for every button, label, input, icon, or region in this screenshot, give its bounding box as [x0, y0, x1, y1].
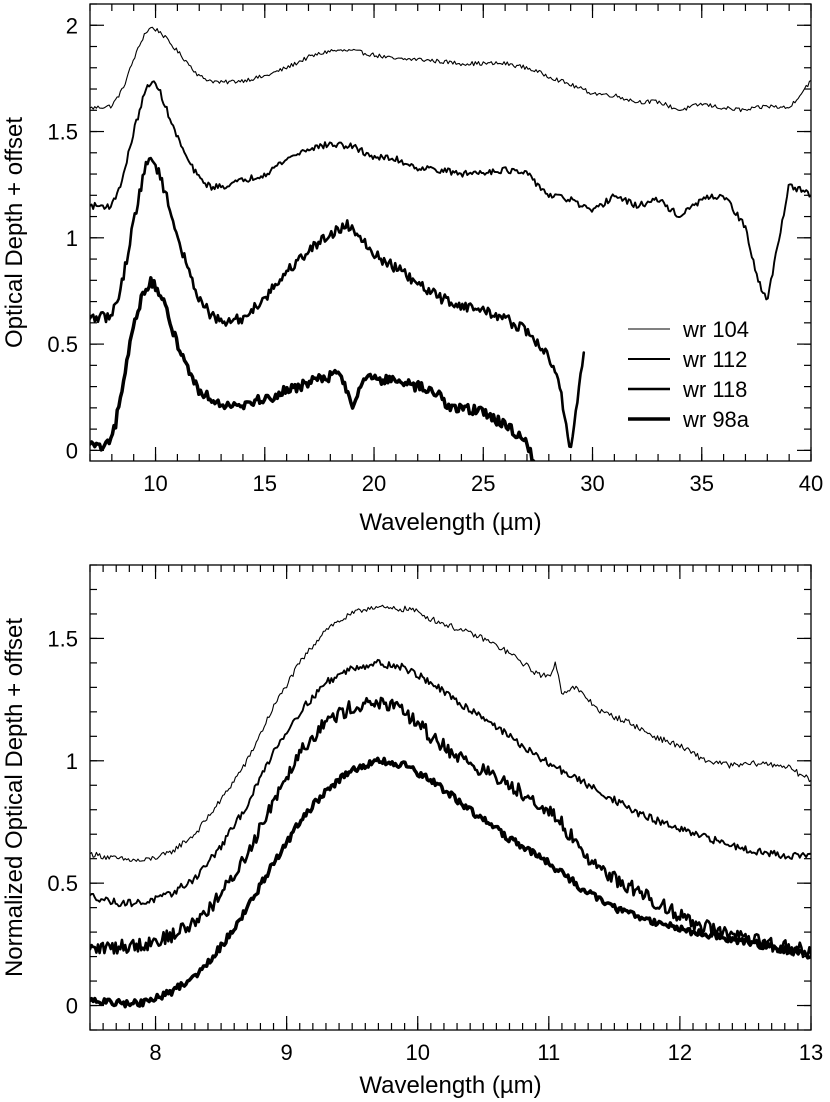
plot-frame: [89, 3, 812, 462]
y-tick-label: 1.5: [47, 120, 78, 145]
x-tick-label: 35: [690, 471, 714, 496]
chart-bottom: 8 9 10 11 12 13 0 0.5 1 1.5 Wavelength (µm) Normali…: [1, 564, 823, 1099]
legend: wr 104 wr 112 wr 118 wr 98a: [628, 317, 750, 432]
y-axis-label: Normalized Optical Depth + offset: [1, 618, 28, 977]
chart-top: 10 15 20 25 30 35 40 0 0.5 1 1.5 2 Wavelength (µm) Op…: [1, 3, 823, 536]
x-axis-label: Wavelength (µm): [359, 509, 541, 536]
series-line-wr-98a: [90, 756, 811, 1009]
legend-label-wr-112: wr 112: [682, 347, 747, 372]
x-tick-label: 40: [799, 471, 823, 496]
y-tick-label: 1: [66, 749, 78, 774]
legend-label-wr-98a: wr 98a: [682, 407, 750, 432]
series-line-wr-104: [90, 26, 811, 113]
x-tick-label: 25: [471, 471, 495, 496]
x-tick-label: 20: [362, 471, 386, 496]
series-line-wr-104: [90, 604, 811, 862]
x-tick-label: 10: [405, 1040, 429, 1065]
y-tick-label: 0: [66, 994, 78, 1019]
series-line-wr-112: [90, 80, 811, 301]
y-tick-label: 0: [66, 438, 78, 463]
x-tick-label: 9: [281, 1040, 293, 1065]
x-tick-label: 8: [149, 1040, 161, 1065]
y-axis-label: Optical Depth + offset: [1, 117, 28, 348]
x-tick-label: 10: [143, 471, 167, 496]
x-tick-label: 30: [580, 471, 604, 496]
x-axis-label: Wavelength (µm): [359, 1072, 541, 1099]
x-tick-label: 13: [799, 1040, 823, 1065]
legend-label-wr-104: wr 104: [682, 317, 749, 342]
series-line-wr-98a: [90, 276, 536, 461]
y-tick-label: 1.5: [47, 626, 78, 651]
series-group: [90, 604, 811, 1009]
x-tick-label: 12: [668, 1040, 692, 1065]
x-tick-label: 15: [253, 471, 277, 496]
series-line-wr-118: [90, 156, 586, 449]
y-tick-label: 0.5: [47, 871, 78, 896]
y-tick-label: 2: [66, 13, 78, 38]
series-group: [90, 26, 811, 461]
y-tick-label: 0.5: [47, 332, 78, 357]
legend-label-wr-118: wr 118: [682, 377, 747, 402]
series-line-wr-112: [90, 658, 811, 908]
plot-frame: [89, 564, 812, 1031]
x-tick-label: 11: [537, 1040, 560, 1065]
y-tick-label: 1: [66, 226, 78, 251]
series-line-wr-118: [90, 696, 811, 959]
